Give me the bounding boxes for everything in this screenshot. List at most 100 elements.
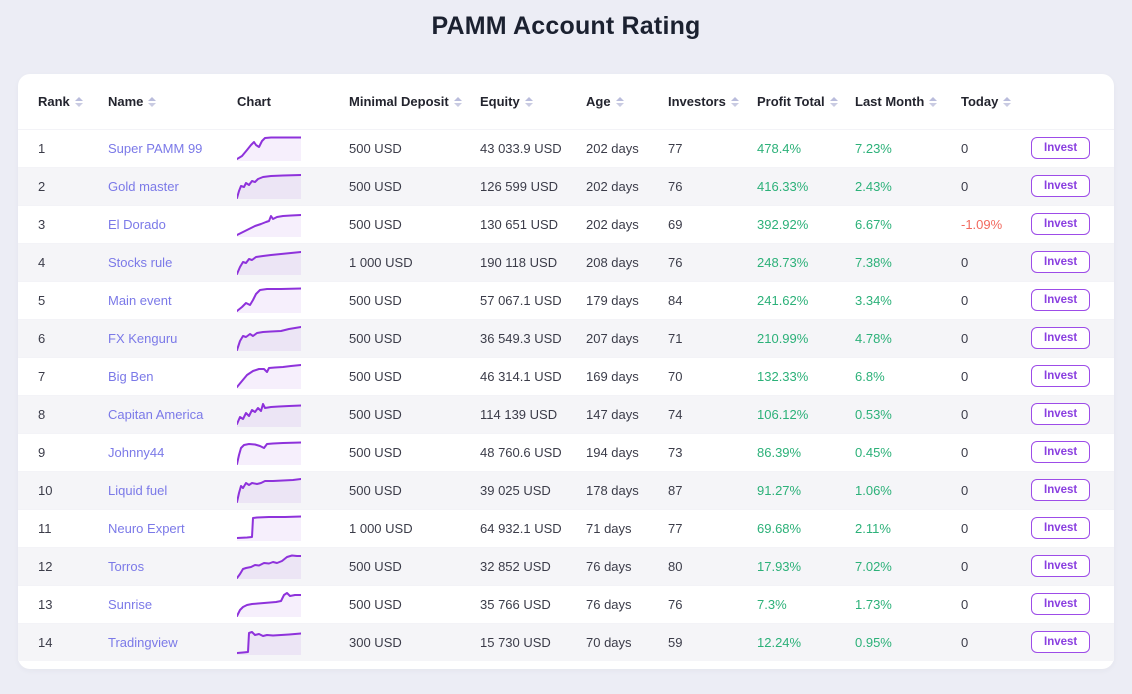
account-name-link[interactable]: Neuro Expert [108, 520, 185, 536]
account-name-link[interactable]: Big Ben [108, 368, 154, 384]
last-month-cell: 7.38% [855, 254, 892, 270]
column-header-name[interactable]: Name [108, 74, 237, 129]
today-cell: 0 [961, 254, 969, 270]
sparkline-chart [236, 285, 302, 313]
column-header-investors[interactable]: Investors [668, 74, 757, 129]
account-name-link[interactable]: Tradingview [108, 634, 178, 650]
account-name-link[interactable]: Super PAMM 99 [108, 140, 203, 156]
invest-button[interactable]: Invest [1031, 631, 1091, 654]
invest-button[interactable]: Invest [1031, 365, 1091, 387]
equity-cell: 64 932.1 USD [480, 520, 562, 536]
table-row: 13 Sunrise 500 USD 35 766 USD 76 days 76… [18, 585, 1114, 623]
last-month-cell: 2.43% [855, 178, 892, 194]
chart-cell [236, 205, 349, 243]
profit-total-cell: 17.93% [757, 558, 802, 574]
column-header-today[interactable]: Today [961, 74, 1031, 129]
sparkline-chart [236, 475, 302, 503]
today-cell: 0 [961, 520, 969, 536]
sort-icon[interactable] [524, 97, 533, 108]
account-name-link[interactable]: El Dorado [108, 216, 166, 232]
invest-button[interactable]: Invest [1031, 479, 1091, 501]
column-header-label: Minimal Deposit [349, 93, 449, 109]
invest-button[interactable]: Invest [1031, 441, 1091, 463]
invest-button[interactable]: Invest [1031, 593, 1091, 615]
sparkline-chart [236, 551, 302, 579]
chart-cell [236, 509, 349, 547]
minimal-deposit-cell: 300 USD [349, 634, 402, 650]
invest-button[interactable]: Invest [1031, 403, 1091, 425]
column-header-minimal_deposit[interactable]: Minimal Deposit [349, 74, 480, 129]
sort-icon[interactable] [1003, 97, 1012, 108]
investors-cell: 76 [668, 596, 683, 612]
sparkline-chart [236, 209, 302, 237]
sparkline-chart [236, 513, 302, 541]
age-cell: 178 days [586, 482, 639, 498]
account-name-link[interactable]: Stocks rule [108, 254, 173, 270]
chart-cell [236, 243, 349, 281]
column-header-last_month[interactable]: Last Month [855, 74, 961, 129]
account-name-link[interactable]: Torros [108, 558, 145, 574]
age-cell: 169 days [586, 368, 639, 384]
rank-cell: 5 [38, 292, 46, 308]
last-month-cell: 6.8% [855, 368, 885, 384]
profit-total-cell: 210.99% [757, 330, 809, 346]
today-cell: 0 [961, 406, 969, 422]
column-header-label: Equity [480, 93, 520, 109]
invest-button[interactable]: Invest [1031, 251, 1091, 273]
invest-button[interactable]: Invest [1031, 517, 1091, 539]
investors-cell: 77 [668, 140, 683, 156]
table-row: 14 Tradingview 300 USD 15 730 USD 70 day… [18, 623, 1114, 661]
invest-button[interactable]: Invest [1031, 175, 1091, 197]
profit-total-cell: 392.92% [757, 216, 809, 232]
investors-cell: 73 [668, 444, 683, 460]
minimal-deposit-cell: 500 USD [349, 558, 402, 574]
sort-icon[interactable] [615, 97, 624, 108]
account-name-link[interactable]: Liquid fuel [108, 482, 168, 498]
account-name-link[interactable]: Sunrise [108, 596, 153, 612]
profit-total-cell: 241.62% [757, 292, 809, 308]
name-cell: Super PAMM 99 [108, 129, 237, 167]
invest-button[interactable]: Invest [1031, 327, 1091, 349]
sort-icon[interactable] [829, 97, 838, 108]
minimal-deposit-cell: 500 USD [349, 140, 402, 156]
sparkline-chart [236, 399, 302, 427]
sparkline-chart [236, 323, 302, 351]
column-header-profit_total[interactable]: Profit Total [757, 74, 855, 129]
invest-button[interactable]: Invest [1031, 213, 1091, 235]
account-name-link[interactable]: Gold master [108, 178, 179, 194]
column-header-age[interactable]: Age [586, 74, 668, 129]
rank-cell: 10 [38, 482, 53, 498]
profit-total-cell: 106.12% [757, 406, 809, 422]
account-name-link[interactable]: Capitan America [108, 406, 204, 422]
sparkline-chart [236, 361, 302, 389]
table-row: 9 Johnny44 500 USD 48 760.6 USD 194 days… [18, 433, 1114, 471]
account-name-link[interactable]: Johnny44 [108, 444, 165, 460]
profit-total-cell: 86.39% [757, 444, 802, 460]
sort-icon[interactable] [453, 97, 462, 108]
equity-cell: 15 730 USD [480, 634, 551, 650]
minimal-deposit-cell: 500 USD [349, 292, 402, 308]
invest-button[interactable]: Invest [1031, 137, 1091, 159]
sort-icon[interactable] [929, 97, 938, 108]
sparkline-chart [236, 247, 302, 275]
sort-icon[interactable] [730, 97, 739, 108]
account-name-link[interactable]: FX Kenguru [108, 330, 178, 346]
last-month-cell: 1.06% [855, 482, 892, 498]
investors-cell: 71 [668, 330, 683, 346]
account-name-link[interactable]: Main event [108, 292, 172, 308]
invest-button[interactable]: Invest [1031, 289, 1091, 311]
sort-icon[interactable] [74, 97, 83, 108]
last-month-cell: 7.23% [855, 140, 892, 156]
equity-cell: 36 549.3 USD [480, 330, 562, 346]
name-cell: Stocks rule [108, 243, 237, 281]
sort-icon[interactable] [148, 97, 157, 108]
column-header-equity[interactable]: Equity [480, 74, 586, 129]
equity-cell: 39 025 USD [480, 482, 551, 498]
last-month-cell: 0.53% [855, 406, 892, 422]
investors-cell: 84 [668, 292, 683, 308]
table-row: 11 Neuro Expert 1 000 USD 64 932.1 USD 7… [18, 509, 1114, 547]
column-header-rank[interactable]: Rank [18, 74, 108, 129]
table-row: 12 Torros 500 USD 32 852 USD 76 days 80 … [18, 547, 1114, 585]
invest-button[interactable]: Invest [1031, 555, 1091, 577]
name-cell: Johnny44 [108, 433, 237, 471]
